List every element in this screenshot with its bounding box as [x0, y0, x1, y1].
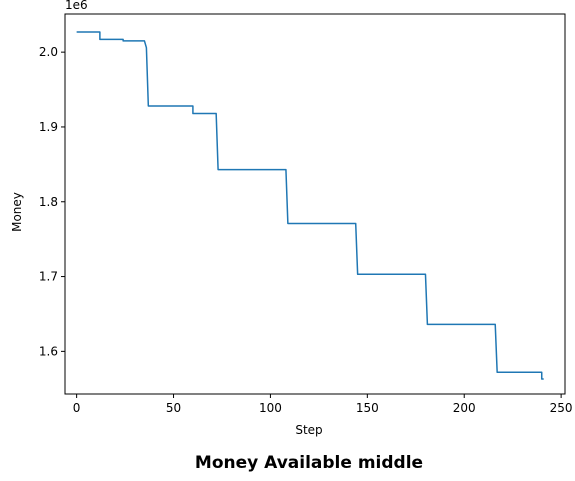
chart-title: Money Available middle — [195, 453, 423, 473]
y-axis-label: Money — [10, 192, 24, 232]
x-tick-label: 200 — [453, 401, 476, 415]
x-tick-label: 250 — [550, 401, 573, 415]
y-offset-label: 1e6 — [65, 0, 88, 12]
series-line-0 — [76, 31, 544, 380]
series-layer — [76, 31, 544, 380]
x-tick-label: 100 — [259, 401, 282, 415]
y-axis-ticks: 1.6 1.7 1.8 1.9 2.0 — [39, 45, 65, 358]
y-tick-label: 1.9 — [39, 120, 58, 134]
y-tick-label: 1.6 — [39, 344, 58, 358]
x-tick-label: 50 — [166, 401, 181, 415]
plot-frame — [64, 13, 566, 395]
y-tick-label: 1.7 — [39, 270, 58, 284]
x-axis-ticks: 0 50 100 150 200 250 — [73, 394, 573, 415]
x-axis-label: Step — [295, 423, 322, 437]
x-tick-label: 0 — [73, 401, 81, 415]
y-tick-label: 2.0 — [39, 45, 58, 59]
y-tick-label: 1.8 — [39, 195, 58, 209]
x-tick-label: 150 — [356, 401, 379, 415]
